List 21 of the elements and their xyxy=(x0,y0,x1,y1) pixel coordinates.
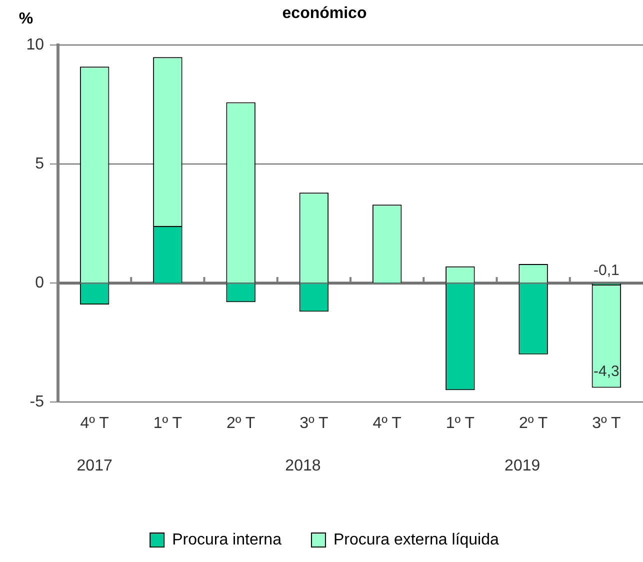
x-tick-label: 4º T xyxy=(372,415,402,432)
text: 2017 xyxy=(76,457,112,474)
chart-title: económico xyxy=(282,5,367,22)
text: 2019 xyxy=(504,457,540,474)
y-tick-label: 10 xyxy=(26,36,44,54)
data-label: -4,3 xyxy=(594,362,620,380)
data-label: -0,1 xyxy=(594,262,620,280)
y-tick-label: -5 xyxy=(30,393,44,410)
x-tick-label: 1º T xyxy=(446,415,475,432)
x-tick-label: 3º T xyxy=(300,415,328,432)
x-tick-label: 3º T xyxy=(592,415,621,432)
legend-label: Procura interna xyxy=(172,531,282,548)
x-tick-label: 2º T xyxy=(226,415,256,432)
x-tick-label: 2º T xyxy=(518,415,548,432)
y-tick-label: 0 xyxy=(35,274,44,292)
x-tick-label: 1º T xyxy=(153,415,182,432)
y-axis-title: % xyxy=(18,10,34,28)
x-tick-label: 4º T xyxy=(80,415,110,432)
y-tick-label: 5 xyxy=(35,156,44,173)
legend-label: Procura externa líquida xyxy=(333,531,500,548)
text: 2018 xyxy=(285,457,321,474)
